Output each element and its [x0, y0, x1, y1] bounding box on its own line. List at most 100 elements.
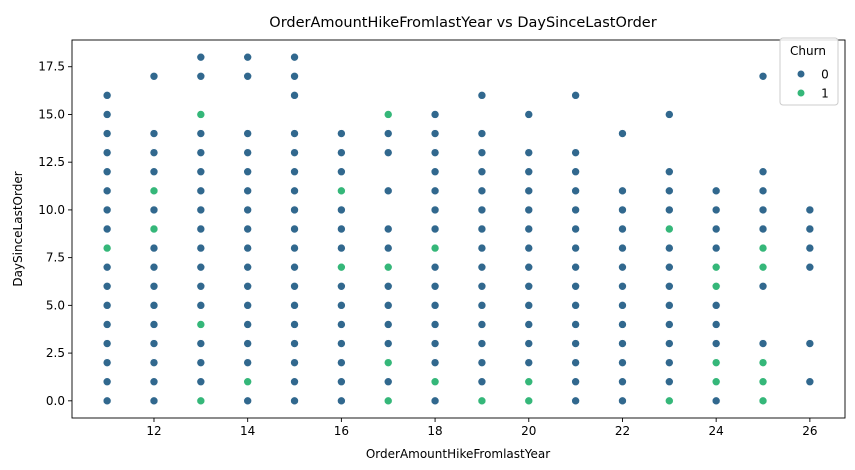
data-point-churn-0	[102, 91, 112, 100]
y-tick-label: 10.0	[38, 203, 65, 217]
data-point-churn-0	[243, 186, 252, 196]
data-point-churn-0	[196, 281, 206, 291]
data-point-churn-0	[571, 224, 580, 234]
data-point-churn-0	[477, 358, 487, 367]
data-point-churn-1	[196, 396, 206, 406]
data-point-churn-0	[383, 243, 393, 253]
data-point-churn-0	[149, 243, 159, 253]
data-point-churn-0	[290, 129, 299, 138]
data-point-churn-0	[430, 301, 440, 310]
legend-label-0: 0	[821, 68, 829, 82]
data-point-churn-0	[477, 301, 487, 310]
data-point-churn-1	[711, 262, 721, 272]
data-point-churn-0	[337, 167, 346, 177]
data-point-churn-0	[665, 205, 674, 215]
data-point-churn-0	[196, 167, 206, 177]
data-point-churn-0	[337, 377, 346, 387]
data-point-churn-0	[383, 186, 393, 196]
data-point-churn-0	[337, 205, 346, 215]
data-point-churn-0	[524, 281, 534, 291]
y-tick-label: 17.5	[38, 60, 65, 74]
data-point-churn-0	[102, 205, 112, 215]
data-point-churn-0	[337, 129, 346, 138]
data-point-churn-1	[665, 224, 674, 234]
data-point-churn-0	[571, 148, 580, 157]
data-point-churn-0	[196, 243, 206, 253]
data-point-churn-0	[290, 339, 299, 348]
data-point-churn-0	[665, 186, 674, 196]
data-point-churn-0	[524, 243, 534, 253]
data-point-churn-0	[665, 262, 674, 272]
data-point-churn-0	[805, 262, 815, 272]
data-point-churn-0	[711, 224, 721, 234]
y-tick-label: 5.0	[46, 298, 65, 312]
data-point-churn-0	[102, 110, 112, 119]
data-point-churn-0	[805, 243, 815, 253]
data-point-churn-0	[337, 281, 346, 291]
data-point-churn-0	[805, 224, 815, 234]
data-point-churn-0	[102, 167, 112, 177]
data-point-churn-0	[477, 205, 487, 215]
data-point-churn-0	[430, 110, 440, 119]
data-point-churn-0	[149, 358, 159, 367]
data-point-churn-0	[805, 377, 815, 387]
data-point-churn-0	[337, 224, 346, 234]
data-point-churn-0	[430, 186, 440, 196]
data-point-churn-0	[524, 262, 534, 272]
data-point-churn-0	[618, 243, 627, 253]
data-point-churn-0	[290, 301, 299, 310]
x-axis-ticks: 12 14 16 18 20 22 24 26	[146, 418, 818, 438]
data-point-churn-0	[430, 320, 440, 329]
data-point-churn-0	[149, 129, 159, 138]
data-point-churn-0	[243, 148, 252, 157]
data-point-churn-0	[711, 243, 721, 253]
data-point-churn-0	[149, 339, 159, 348]
data-point-churn-0	[383, 320, 393, 329]
data-point-churn-1	[524, 396, 534, 406]
data-point-churn-0	[243, 262, 252, 272]
data-point-churn-1	[758, 262, 768, 272]
data-point-churn-0	[243, 320, 252, 329]
data-point-churn-0	[243, 167, 252, 177]
data-point-churn-0	[524, 320, 534, 329]
data-point-churn-0	[571, 186, 580, 196]
x-axis-label: OrderAmountHikeFromlastYear	[366, 447, 550, 461]
data-point-churn-1	[383, 358, 393, 367]
x-tick-label: 26	[802, 424, 817, 438]
x-tick-label: 12	[146, 424, 161, 438]
legend-marker-0	[796, 69, 806, 79]
data-point-churn-0	[571, 262, 580, 272]
x-tick-label: 22	[615, 424, 630, 438]
data-point-churn-0	[805, 205, 815, 215]
data-point-churn-0	[571, 339, 580, 348]
y-tick-label: 7.5	[46, 251, 65, 265]
data-point-churn-0	[149, 262, 159, 272]
data-point-churn-0	[524, 358, 534, 367]
data-point-churn-0	[102, 129, 112, 138]
legend-title: Churn	[790, 44, 826, 58]
data-point-churn-0	[290, 281, 299, 291]
data-point-churn-1	[149, 224, 159, 234]
y-tick-label: 12.5	[38, 155, 65, 169]
data-point-churn-0	[196, 205, 206, 215]
data-point-churn-0	[337, 243, 346, 253]
data-point-churn-0	[149, 320, 159, 329]
data-point-churn-0	[337, 396, 346, 406]
data-point-churn-1	[196, 320, 206, 329]
data-point-churn-0	[758, 224, 768, 234]
data-point-churn-0	[102, 358, 112, 367]
data-point-churn-0	[477, 243, 487, 253]
data-point-churn-1	[383, 396, 393, 406]
data-point-churn-0	[337, 358, 346, 367]
data-point-churn-0	[149, 281, 159, 291]
data-point-churn-0	[196, 52, 206, 62]
data-point-churn-0	[477, 377, 487, 387]
data-point-churn-0	[149, 377, 159, 387]
data-point-churn-0	[477, 91, 487, 100]
data-point-churn-1	[383, 262, 393, 272]
data-point-churn-0	[290, 167, 299, 177]
data-point-churn-0	[383, 301, 393, 310]
data-point-churn-0	[524, 110, 534, 119]
data-point-churn-0	[758, 281, 768, 291]
data-point-churn-0	[665, 358, 674, 367]
